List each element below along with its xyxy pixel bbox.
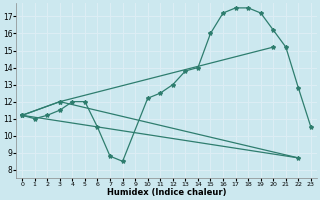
X-axis label: Humidex (Indice chaleur): Humidex (Indice chaleur) bbox=[107, 188, 226, 197]
